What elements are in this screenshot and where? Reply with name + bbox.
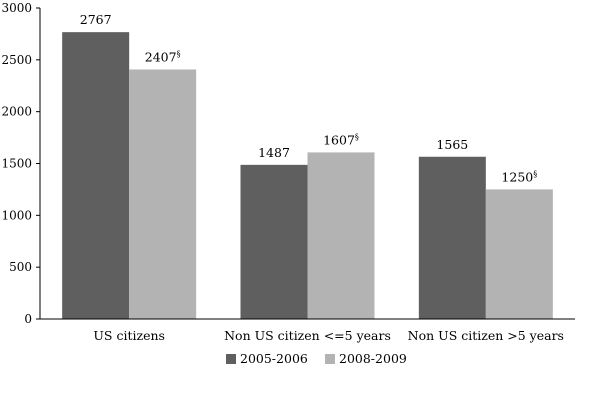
bar [485,189,553,319]
footnote-mark: § [533,169,537,178]
legend-swatch [226,354,236,364]
y-tick-label: 0 [24,312,32,326]
legend-swatch [325,354,335,364]
data-label: 1565 [436,137,468,152]
bar [129,69,197,319]
data-label: 1250§ [501,169,537,184]
x-axis: US citizens Non US citizen <=5 years Non U… [40,318,575,343]
y-tick-label: 1000 [1,208,32,222]
data-label: 1607§ [323,132,359,147]
data-label: 2767 [80,12,112,27]
y-tick-label: 3000 [1,1,32,15]
legend-label: 2008-2009 [339,351,407,366]
x-category-label: Non US citizen <=5 years [224,328,391,343]
bar [418,156,486,319]
y-axis: 0 500 1000 1500 2000 2500 3000 [1,1,41,326]
y-tick-label: 2000 [1,105,32,119]
y-tick-label: 500 [9,260,32,274]
bar [307,152,375,319]
legend-label: 2005-2006 [240,351,308,366]
bar [62,32,130,320]
x-category-label: Non US citizen >5 years [408,328,564,343]
data-label: 1487 [258,145,290,160]
y-tick-label: 2500 [1,53,32,67]
bar [240,164,308,319]
data-labels: 2767 2407§ 1487 1607§ 1565 1250§ [80,12,537,184]
x-category-label: US citizens [93,328,165,343]
bars [62,32,553,320]
footnote-mark: § [355,132,359,141]
y-tick-label: 1500 [1,157,32,171]
legend: 2005-2006 2008-2009 [226,351,407,366]
footnote-mark: § [177,49,181,58]
data-label: 2407§ [145,49,181,64]
